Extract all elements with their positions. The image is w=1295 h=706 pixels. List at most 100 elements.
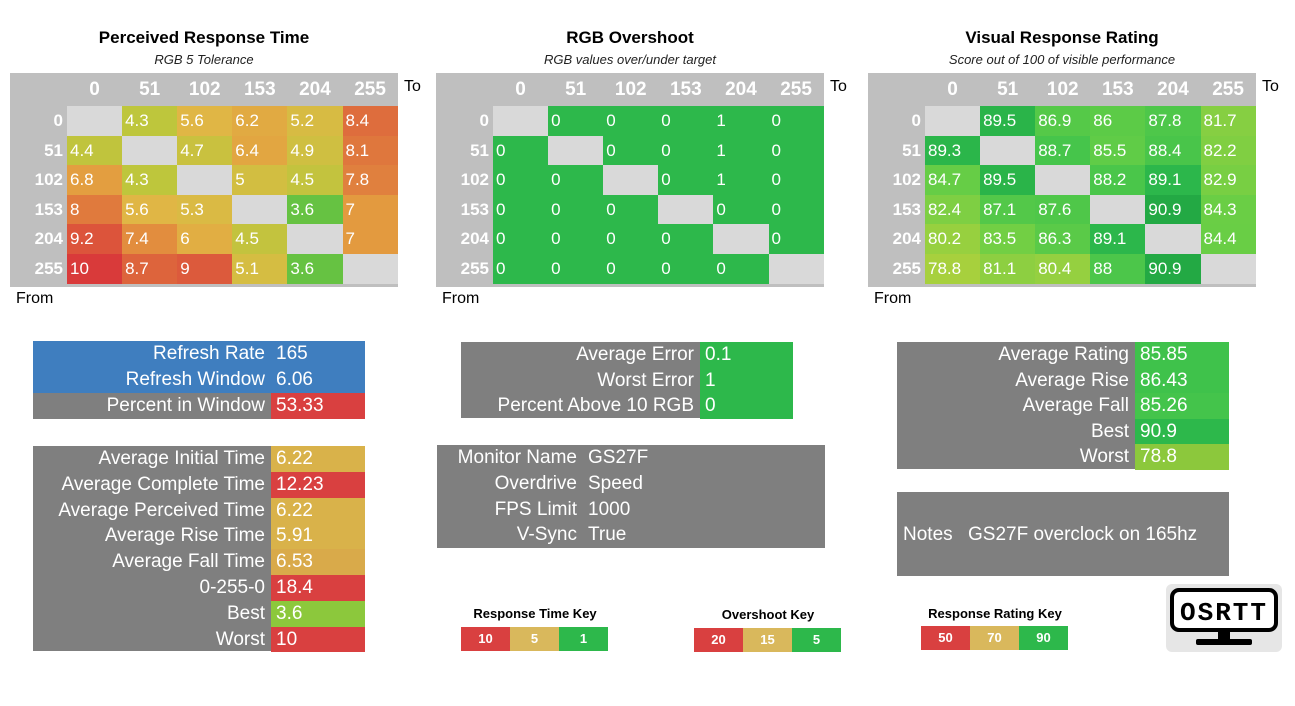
stat-row: Worst 10 xyxy=(33,626,365,653)
axis-from-label: From xyxy=(16,290,54,307)
heatmap-cell: 84.3 xyxy=(1200,194,1257,225)
heatmap-cell: 0 xyxy=(493,253,549,284)
heatmap-cell: 87.8 xyxy=(1145,106,1201,136)
key-cell: 20 xyxy=(694,628,743,652)
axis-from-label: From xyxy=(442,290,480,307)
key-cell: 5 xyxy=(510,627,559,651)
heatmap-cell: 0 xyxy=(548,194,604,225)
heatmap-cell: 8.4 xyxy=(342,106,399,136)
column-header: 102 xyxy=(1046,79,1079,100)
chart-title-response: Perceived Response Time xyxy=(98,28,310,47)
stat-value: 1000 xyxy=(588,498,631,520)
error-stats-panel: Average Error 0.1 Worst Error 1 Percent Abov… xyxy=(461,342,793,419)
time-stats-panel: Average Initial Time 6.22 Average Complete… xyxy=(33,446,365,653)
stat-label: Best xyxy=(1090,420,1129,442)
heatmap-cell: 5 xyxy=(232,165,288,195)
row-header: 102 xyxy=(892,170,921,189)
heatmap-cell: 0 xyxy=(493,194,549,225)
stat-row: Average Fall 85.26 xyxy=(897,393,1229,419)
axis-to-label: To xyxy=(1262,78,1279,95)
heatmap-cell: 5.6 xyxy=(122,194,178,225)
stat-label: Average Rise Time xyxy=(104,525,265,547)
heatmap-cell: 0 xyxy=(713,194,769,225)
stat-label: Percent in Window xyxy=(106,395,265,416)
stat-label: Percent Above 10 RGB xyxy=(497,395,694,416)
stat-value: 85.26 xyxy=(1135,393,1229,419)
row-header: 51 xyxy=(902,140,921,160)
stat-value: 165 xyxy=(276,343,308,364)
heatmap-cell: 88 xyxy=(1090,253,1146,284)
stat-value: 3.6 xyxy=(271,600,365,627)
chart-subtitle-response: RGB 5 Tolerance xyxy=(154,52,254,67)
diagonal-cell xyxy=(713,224,769,254)
row-header: 102 xyxy=(460,170,489,189)
chart-subtitle-overshoot: RGB values over/under target xyxy=(544,52,716,67)
heatmap-cell: 0 xyxy=(658,106,714,136)
column-header: 204 xyxy=(725,79,757,100)
row-header: 0 xyxy=(479,111,489,130)
heatmap-cell: 8.7 xyxy=(122,253,178,284)
column-header: 0 xyxy=(89,79,100,100)
heatmap-cell: 1 xyxy=(713,135,769,166)
heatmap-cell: 5.2 xyxy=(287,106,343,136)
diagonal-cell xyxy=(925,106,981,136)
heatmap-cell: 86.3 xyxy=(1035,224,1091,254)
heatmap-cell: 0 xyxy=(548,165,604,195)
stat-row: Percent in Window 53.33 xyxy=(33,393,365,419)
heatmap-cell: 0 xyxy=(768,135,825,166)
stat-value: 6.06 xyxy=(276,369,313,390)
heatmap-cell: 1 xyxy=(713,165,769,195)
stat-value: Speed xyxy=(588,472,643,494)
column-header: 204 xyxy=(1157,79,1189,100)
row-header: 51 xyxy=(470,140,489,160)
key-cell: 1 xyxy=(559,627,608,651)
heatmap-cell: 7 xyxy=(342,194,399,225)
stat-label: Best xyxy=(226,602,265,624)
heatmap-cell: 0 xyxy=(658,224,714,254)
column-header: 102 xyxy=(614,79,647,100)
row-header: 102 xyxy=(34,170,63,189)
column-header: 153 xyxy=(1101,79,1134,100)
row-header: 0 xyxy=(53,111,63,130)
row-header: 153 xyxy=(892,199,921,219)
stat-value: 6.53 xyxy=(271,549,365,575)
heatmap-cell: 80.2 xyxy=(925,224,981,254)
heatmap-cell: 89.5 xyxy=(980,165,1036,195)
column-header: 51 xyxy=(565,79,587,100)
heatmap-cell: 88.7 xyxy=(1035,135,1091,166)
row-header: 153 xyxy=(460,199,489,219)
stat-value: 53.33 xyxy=(271,393,365,419)
diagonal-cell xyxy=(287,224,343,254)
row-header: 255 xyxy=(460,258,489,278)
stat-row: Worst 78.8 xyxy=(897,444,1229,470)
notes-label: Notes xyxy=(903,524,953,545)
heatmap-cell: 8 xyxy=(67,194,123,225)
heatmap-cell: 82.2 xyxy=(1200,135,1257,166)
heatmap-cell: 89.3 xyxy=(925,135,981,166)
heatmap-cell: 0 xyxy=(713,253,769,284)
stat-row: Average Rating 85.85 xyxy=(897,342,1229,368)
stat-row: Average Complete Time 12.23 xyxy=(33,471,365,498)
logo-text: OSRTT xyxy=(1180,598,1268,628)
diagonal-cell xyxy=(548,135,604,166)
stat-label: Refresh Window xyxy=(125,369,265,390)
stat-value: 85.85 xyxy=(1135,342,1229,368)
axis-to-label: To xyxy=(830,78,847,95)
stat-label: Average Error xyxy=(576,344,694,365)
stat-label: Worst Error xyxy=(597,369,694,391)
heatmap-cell: 0 xyxy=(493,165,549,195)
heatmap-cell: 7 xyxy=(342,224,399,254)
heatmap-cell: 89.1 xyxy=(1145,165,1201,195)
column-header: 255 xyxy=(1212,79,1244,100)
heatmap-cell: 6.4 xyxy=(232,135,288,166)
heatmap-cell: 0 xyxy=(768,165,825,195)
stat-row: Best 3.6 xyxy=(33,600,365,627)
column-header: 0 xyxy=(515,79,526,100)
row-header: 51 xyxy=(44,140,63,160)
heatmap-cell: 88.2 xyxy=(1090,165,1146,195)
heatmap-cell: 0 xyxy=(548,224,604,254)
diagonal-cell xyxy=(1200,253,1257,284)
heatmap-cell: 0 xyxy=(603,224,659,254)
heatmap-cell: 10 xyxy=(67,253,123,284)
heatmap-cell: 0 xyxy=(603,253,659,284)
